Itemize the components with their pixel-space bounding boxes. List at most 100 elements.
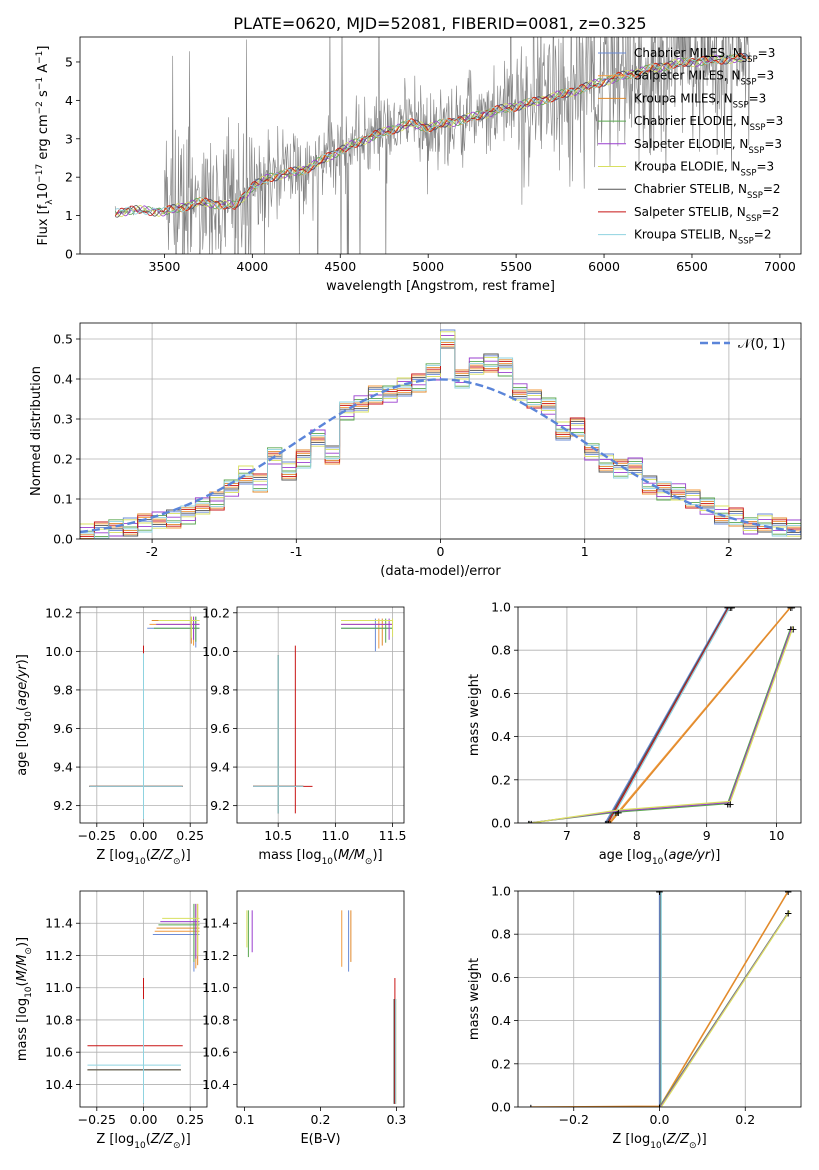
- marker: +: [655, 1103, 663, 1114]
- label-part: )]: [697, 1132, 707, 1147]
- marker: +: [655, 1103, 663, 1114]
- x-tick-label: 0.00: [130, 828, 158, 843]
- label-part: −17: [35, 164, 45, 183]
- x-tick-label: 5000: [412, 259, 444, 274]
- residual-histogram-panel: -2 -1 0 1 2 0.0 0.1 0.2 0.3 0.4 0.5 (data-model)/er…: [29, 322, 802, 579]
- label-part: (: [15, 706, 30, 711]
- label-part: age/yr: [15, 663, 30, 706]
- label-part: Z/Z: [150, 1132, 174, 1147]
- mass-weight-vs-age-panel: ++++++++++++++++++++++++7 8 9 10 0.0 0.2 0.4 0.…: [467, 600, 802, 867]
- label-part: 10: [24, 711, 34, 723]
- label-part: erg cm: [36, 114, 51, 163]
- marker: +: [655, 1103, 663, 1114]
- label-part: 10: [652, 857, 664, 867]
- x-tick-label: 5500: [500, 259, 532, 274]
- y-tick-label: 9.8: [210, 682, 230, 697]
- age-vs-metallicity-panel: −0.25 0.00 0.259.29.49.69.810.010.2Z [log1…: [15, 605, 208, 867]
- legend-text: Kroupa ELODIE, N: [634, 160, 741, 174]
- label-part: (: [663, 848, 668, 863]
- mass-weight-line: [528, 628, 792, 823]
- y-tick-label: 11.2: [45, 948, 73, 963]
- marker: +: [655, 1103, 663, 1114]
- marker: +: [723, 800, 731, 811]
- axes-frame: [79, 322, 802, 540]
- label-part: λ: [45, 199, 55, 205]
- y-tick-label: 2: [65, 170, 73, 185]
- label-part: 10: [36, 183, 51, 200]
- label-part: )]: [710, 848, 720, 863]
- label-part: (: [662, 1132, 667, 1147]
- y-tick-label: 0.8: [491, 927, 511, 942]
- legend-suffix: =2: [763, 182, 781, 196]
- y-axis-label: mass weight: [467, 674, 482, 756]
- y-tick-label: 10.6: [45, 1045, 73, 1060]
- x-tick-label: 3500: [149, 259, 181, 274]
- x-tick-label: 4500: [324, 259, 356, 274]
- y-tick-label: 11.0: [202, 980, 230, 995]
- legend-label: Salpeter MILES, NSSP=3: [634, 69, 774, 88]
- marker: +: [527, 1103, 535, 1114]
- legend-sub: SSP: [738, 237, 754, 247]
- marker: +: [606, 819, 614, 830]
- x-tick-label: 7000: [764, 259, 796, 274]
- plot-area: [246, 910, 397, 1104]
- x-tick-label: 6500: [676, 259, 708, 274]
- y-tick-label: 4: [65, 93, 73, 108]
- marker: +: [613, 808, 621, 819]
- y-tick-label: 10.8: [45, 1012, 73, 1027]
- marker: +: [655, 1103, 663, 1114]
- y-tick-label: 0.2: [491, 772, 511, 787]
- label-part: (: [333, 848, 338, 863]
- marker: +: [725, 800, 733, 811]
- marker: +: [527, 1103, 535, 1114]
- label-part: )]: [181, 1132, 191, 1147]
- label-part: −1: [35, 51, 45, 64]
- label-part: 10: [650, 1141, 662, 1151]
- legend-sub: SSP: [748, 146, 764, 156]
- y-tick-label: 0.0: [53, 532, 73, 547]
- axes-frame: [79, 606, 208, 824]
- legend-text: Chabrier ELODIE, N: [634, 114, 750, 128]
- axes-frame: [236, 890, 405, 1108]
- legend-suffix: =3: [764, 137, 782, 151]
- y-tick-label: 0.6: [491, 970, 511, 985]
- label-part: Z/Z: [666, 1132, 690, 1147]
- y-tick-label: 9.4: [53, 760, 73, 775]
- legend-sub: SSP: [742, 55, 758, 65]
- label-part: Z [log: [96, 1132, 134, 1147]
- legend-label: Chabrier ELODIE, NSSP=3: [634, 114, 783, 133]
- marker: +: [655, 887, 663, 898]
- y-tick-label: 9.6: [53, 721, 73, 736]
- y-tick-label: 0.0: [491, 1100, 511, 1115]
- plot-area: +++++++ +++ ++++++++: [527, 887, 792, 1114]
- y-axis-label: age [log10(age/yr)]: [15, 654, 34, 776]
- axes-frame: [517, 890, 802, 1108]
- marker: +: [604, 819, 612, 830]
- legend-suffix: =2: [762, 205, 780, 219]
- x-axis-label: mass [log10(M/M⊙)]: [258, 848, 382, 867]
- x-axis-label: Z [log10(Z/Z⊙)]: [612, 1132, 706, 1151]
- axes-frame: [517, 606, 802, 824]
- x-tick-label: −0.25: [78, 1112, 116, 1127]
- y-axis-label: mass [log10(M/M⊙)]: [15, 937, 34, 1061]
- x-tick-label: 1: [581, 544, 589, 559]
- legend-sub: SSP: [733, 100, 749, 110]
- label-part: ⊙: [173, 857, 181, 867]
- label-part: wavelength [Angstrom, rest frame]: [326, 279, 555, 294]
- y-tick-label: 0.6: [491, 686, 511, 701]
- label-part: (: [146, 848, 151, 863]
- legend-text: Chabrier STELIB, N: [634, 182, 747, 196]
- label-part: )]: [15, 654, 30, 664]
- legend-sub: SSP: [746, 214, 762, 224]
- legend-text: Salpeter ELODIE, N: [634, 137, 748, 151]
- x-tick-label: 4000: [236, 259, 268, 274]
- y-axis-label: mass weight: [467, 958, 482, 1040]
- marker: +: [788, 603, 796, 614]
- legend-suffix: =3: [749, 91, 767, 105]
- marker: +: [725, 603, 733, 614]
- label-part: 10: [134, 1141, 146, 1151]
- label-part: (: [15, 981, 30, 986]
- marker: +: [726, 800, 734, 811]
- legend-text: Salpeter MILES, N: [634, 69, 741, 83]
- x-axis-label: Z [log10(Z/Z⊙)]: [96, 848, 190, 867]
